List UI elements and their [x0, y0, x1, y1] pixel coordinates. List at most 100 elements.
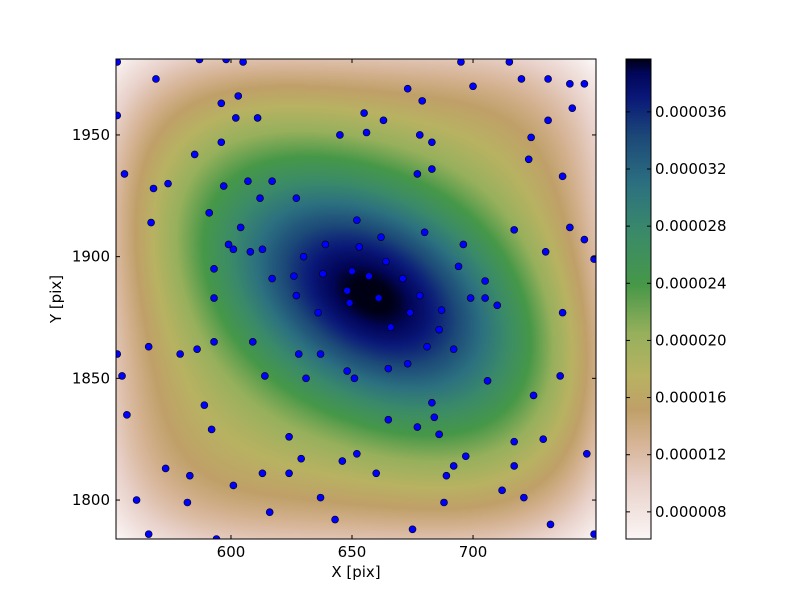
scatter-point	[372, 469, 381, 478]
scatter-point	[316, 350, 325, 358]
scatter-point	[294, 350, 303, 358]
scatter-point	[461, 452, 470, 461]
scatter-point	[510, 462, 518, 470]
scatter-point	[469, 82, 477, 91]
scatter-point	[236, 223, 245, 232]
scatter-point	[442, 471, 451, 480]
scatter-point	[544, 75, 552, 83]
scatter-point	[258, 245, 267, 254]
scatter-point	[437, 306, 446, 314]
scatter-point	[319, 269, 327, 278]
scatter-point	[219, 182, 228, 190]
scatter-point	[193, 345, 201, 353]
scatter-point	[568, 104, 577, 112]
scatter-point	[229, 481, 238, 490]
y-tick-label: 1800	[72, 491, 110, 509]
scatter-point	[299, 252, 308, 261]
scatter-point	[449, 345, 458, 353]
colorbar-tick-label: 0.000036	[655, 103, 727, 121]
scatter-point	[580, 80, 589, 88]
scatter-point	[355, 243, 364, 251]
scatter-point	[527, 133, 535, 142]
scatter-point	[268, 177, 276, 185]
scatter-point	[186, 471, 194, 480]
scatter-point	[379, 116, 388, 125]
scatter-point	[520, 493, 528, 502]
scatter-point	[161, 464, 170, 473]
colorbar-tick-label: 0.000028	[655, 217, 727, 235]
scatter-point	[377, 233, 385, 241]
scatter-point	[505, 59, 514, 66]
scatter-point	[120, 170, 129, 178]
scatter-point	[556, 372, 564, 380]
scatter-point	[510, 226, 518, 234]
scatter-point	[144, 342, 153, 351]
y-tick-label: 1900	[72, 248, 110, 266]
scatter-point	[210, 294, 218, 302]
scatter-point	[116, 111, 122, 120]
scatter-point	[428, 398, 436, 407]
scatter-point	[529, 391, 538, 400]
scatter-point	[539, 435, 548, 444]
plot-frame	[115, 58, 597, 540]
scatter-point	[583, 450, 591, 458]
scatter-point	[517, 75, 526, 83]
scatter-point	[261, 372, 269, 380]
scatter-point	[292, 291, 301, 300]
scatter-point	[481, 294, 489, 302]
scatter-point	[360, 109, 368, 117]
x-tick-label: 700	[459, 543, 488, 561]
scatter-point	[205, 209, 213, 217]
scatter-point	[386, 323, 395, 332]
scatter-point	[164, 179, 172, 188]
scatter-point	[149, 184, 158, 193]
scatter-point	[224, 240, 233, 249]
scatter-point	[292, 194, 301, 203]
scatter-point	[546, 520, 555, 529]
scatter-point	[483, 376, 492, 385]
scatter-point	[566, 223, 574, 232]
scatter-point	[217, 138, 226, 147]
scatter-point	[566, 80, 574, 88]
scatter-point	[418, 97, 427, 105]
scatter-point	[403, 359, 412, 368]
scatter-point	[420, 228, 429, 237]
scatter-point	[314, 308, 322, 317]
scatter-point	[403, 84, 412, 93]
scatter-point	[481, 277, 489, 285]
scatter-point	[406, 308, 414, 317]
scatter-point	[345, 299, 354, 307]
x-tick-label: 650	[338, 543, 367, 561]
scatter-point	[265, 508, 274, 517]
scatter-point	[232, 114, 240, 122]
scatter-point	[435, 325, 443, 334]
scatter-point	[210, 265, 218, 273]
scatter-point	[590, 530, 596, 538]
density-heatmap	[116, 59, 596, 539]
scatter-point	[321, 240, 330, 249]
scatter-point	[382, 257, 390, 266]
scatter-point	[244, 177, 252, 185]
scatter-point	[331, 515, 339, 524]
scatter-points	[116, 59, 596, 539]
scatter-point	[493, 301, 502, 310]
scatter-point	[297, 454, 305, 463]
scatter-point	[466, 294, 475, 302]
scatter-point	[176, 350, 184, 358]
scatter-point	[428, 165, 436, 173]
scatter-point	[212, 535, 221, 539]
scatter-point	[118, 372, 126, 380]
scatter-point	[338, 457, 347, 465]
scatter-point	[580, 235, 589, 244]
scatter-point	[440, 498, 448, 507]
scatter-point	[116, 350, 122, 358]
scatter-point	[435, 430, 443, 439]
colorbar-tick-label: 0.000020	[655, 331, 727, 349]
scatter-point	[256, 194, 264, 203]
scatter-point	[200, 401, 209, 409]
scatter-point	[239, 59, 247, 66]
scatter-point	[336, 131, 344, 139]
scatter-point	[302, 374, 310, 383]
scatter-point	[498, 486, 506, 495]
